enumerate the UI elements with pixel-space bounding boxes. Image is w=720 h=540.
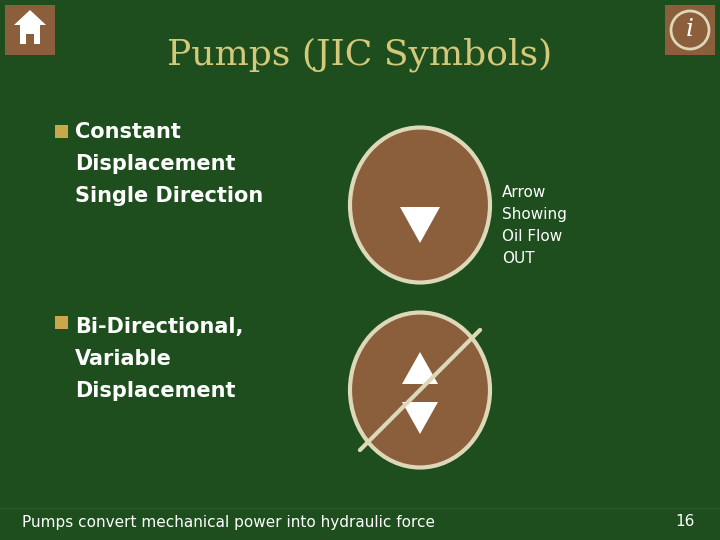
- FancyBboxPatch shape: [55, 316, 68, 329]
- FancyBboxPatch shape: [5, 5, 55, 55]
- Text: Pumps convert mechanical power into hydraulic force: Pumps convert mechanical power into hydr…: [22, 515, 435, 530]
- Text: Bi-Directional,: Bi-Directional,: [75, 317, 243, 337]
- Text: 16: 16: [675, 515, 695, 530]
- Polygon shape: [402, 402, 438, 434]
- Text: Showing: Showing: [502, 207, 567, 222]
- Polygon shape: [14, 10, 46, 25]
- FancyBboxPatch shape: [20, 25, 40, 44]
- FancyBboxPatch shape: [665, 5, 715, 55]
- Text: Oil Flow: Oil Flow: [502, 229, 562, 244]
- Text: Constant: Constant: [75, 122, 181, 142]
- Text: i: i: [686, 18, 694, 42]
- Ellipse shape: [350, 127, 490, 282]
- Polygon shape: [400, 207, 440, 243]
- Ellipse shape: [350, 313, 490, 468]
- Polygon shape: [402, 352, 438, 384]
- Text: Displacement: Displacement: [75, 154, 235, 174]
- Text: Arrow: Arrow: [502, 185, 546, 200]
- Text: Pumps (JIC Symbols): Pumps (JIC Symbols): [167, 38, 553, 72]
- Circle shape: [671, 11, 709, 49]
- Text: Variable: Variable: [75, 349, 172, 369]
- Text: Single Direction: Single Direction: [75, 186, 264, 206]
- Text: Displacement: Displacement: [75, 381, 235, 401]
- FancyBboxPatch shape: [55, 125, 68, 138]
- Text: OUT: OUT: [502, 251, 535, 266]
- FancyBboxPatch shape: [26, 34, 34, 44]
